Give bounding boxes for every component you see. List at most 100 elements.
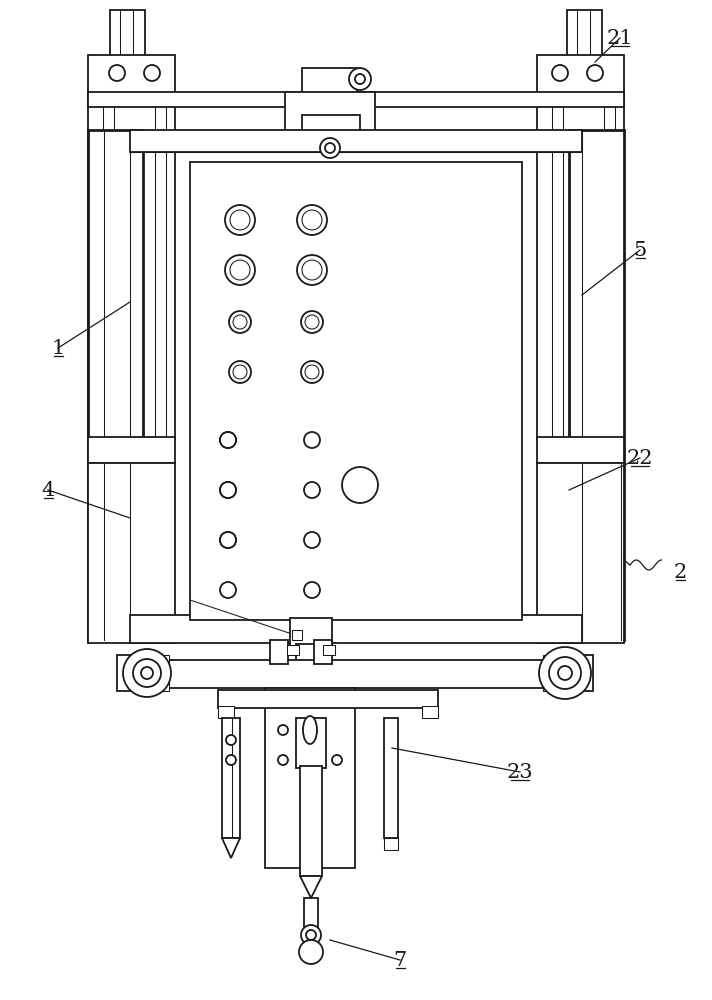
Circle shape [225, 255, 255, 285]
Bar [292, 630, 302, 640]
Circle shape [304, 532, 320, 548]
Bar [222, 718, 240, 838]
Circle shape [304, 432, 320, 448]
Circle shape [229, 311, 251, 333]
Circle shape [304, 482, 320, 498]
Bar [130, 665, 164, 683]
Circle shape [302, 260, 322, 280]
Bar [304, 898, 318, 928]
Circle shape [220, 532, 236, 548]
Circle shape [123, 649, 171, 697]
Bar [563, 655, 593, 691]
Bar [88, 101, 175, 439]
Circle shape [355, 74, 365, 84]
Bar [302, 115, 360, 147]
Circle shape [587, 65, 603, 81]
Circle shape [320, 138, 340, 158]
Circle shape [325, 143, 335, 153]
Bar [569, 130, 624, 640]
Circle shape [226, 735, 236, 745]
Bar [218, 706, 234, 718]
Circle shape [306, 930, 316, 940]
Text: 1: 1 [51, 338, 65, 358]
Bar [265, 688, 355, 868]
Bar [384, 838, 398, 850]
Bar [537, 463, 624, 643]
Circle shape [302, 210, 322, 230]
Bar [149, 655, 169, 691]
Bar [296, 718, 326, 768]
Circle shape [229, 361, 251, 383]
Polygon shape [300, 876, 322, 898]
Circle shape [109, 65, 125, 81]
Circle shape [549, 657, 581, 689]
Bar [543, 655, 565, 691]
Circle shape [332, 755, 342, 765]
Bar [218, 690, 438, 708]
Circle shape [304, 582, 320, 598]
Polygon shape [222, 838, 240, 858]
Circle shape [539, 647, 591, 699]
Circle shape [133, 659, 161, 687]
Bar [88, 55, 175, 101]
Circle shape [230, 260, 250, 280]
Bar [290, 618, 332, 646]
Bar [422, 706, 438, 718]
Circle shape [220, 482, 236, 498]
Circle shape [558, 666, 572, 680]
Circle shape [144, 65, 160, 81]
Circle shape [301, 925, 321, 945]
Bar [537, 101, 624, 439]
Bar [285, 92, 375, 147]
Circle shape [226, 755, 236, 765]
Circle shape [230, 210, 250, 230]
Bar [110, 10, 145, 65]
Bar [300, 766, 322, 876]
Bar [270, 640, 288, 664]
Bar [567, 10, 602, 65]
Bar [88, 463, 175, 643]
Circle shape [225, 205, 255, 235]
Circle shape [301, 361, 323, 383]
Circle shape [297, 255, 327, 285]
Bar [537, 55, 624, 101]
Circle shape [278, 725, 288, 735]
Circle shape [220, 432, 236, 448]
Text: 4: 4 [41, 481, 55, 499]
Bar [130, 615, 582, 643]
Circle shape [552, 65, 568, 81]
Circle shape [220, 582, 236, 598]
Circle shape [342, 467, 378, 503]
Bar [323, 645, 335, 655]
Ellipse shape [303, 716, 317, 744]
Circle shape [301, 311, 323, 333]
Text: 7: 7 [393, 950, 407, 970]
Bar [190, 162, 522, 620]
Circle shape [220, 482, 236, 498]
Bar [548, 665, 582, 683]
Bar [296, 644, 326, 664]
Text: 2: 2 [674, 562, 686, 582]
Bar [130, 130, 582, 152]
Bar [88, 92, 624, 107]
Bar [88, 437, 175, 463]
Text: 23: 23 [507, 762, 533, 782]
Circle shape [305, 315, 319, 329]
Circle shape [141, 667, 153, 679]
Bar [160, 660, 552, 688]
Text: 22: 22 [627, 448, 653, 468]
Circle shape [297, 205, 327, 235]
Bar [537, 437, 624, 463]
Circle shape [299, 940, 323, 964]
Bar [302, 68, 357, 94]
Circle shape [220, 532, 236, 548]
Circle shape [233, 315, 247, 329]
Bar [314, 640, 332, 664]
Circle shape [220, 432, 236, 448]
Text: 5: 5 [634, 240, 646, 259]
Bar [287, 645, 299, 655]
Circle shape [305, 365, 319, 379]
Circle shape [349, 68, 371, 90]
Text: 21: 21 [607, 28, 633, 47]
Bar [117, 655, 145, 691]
